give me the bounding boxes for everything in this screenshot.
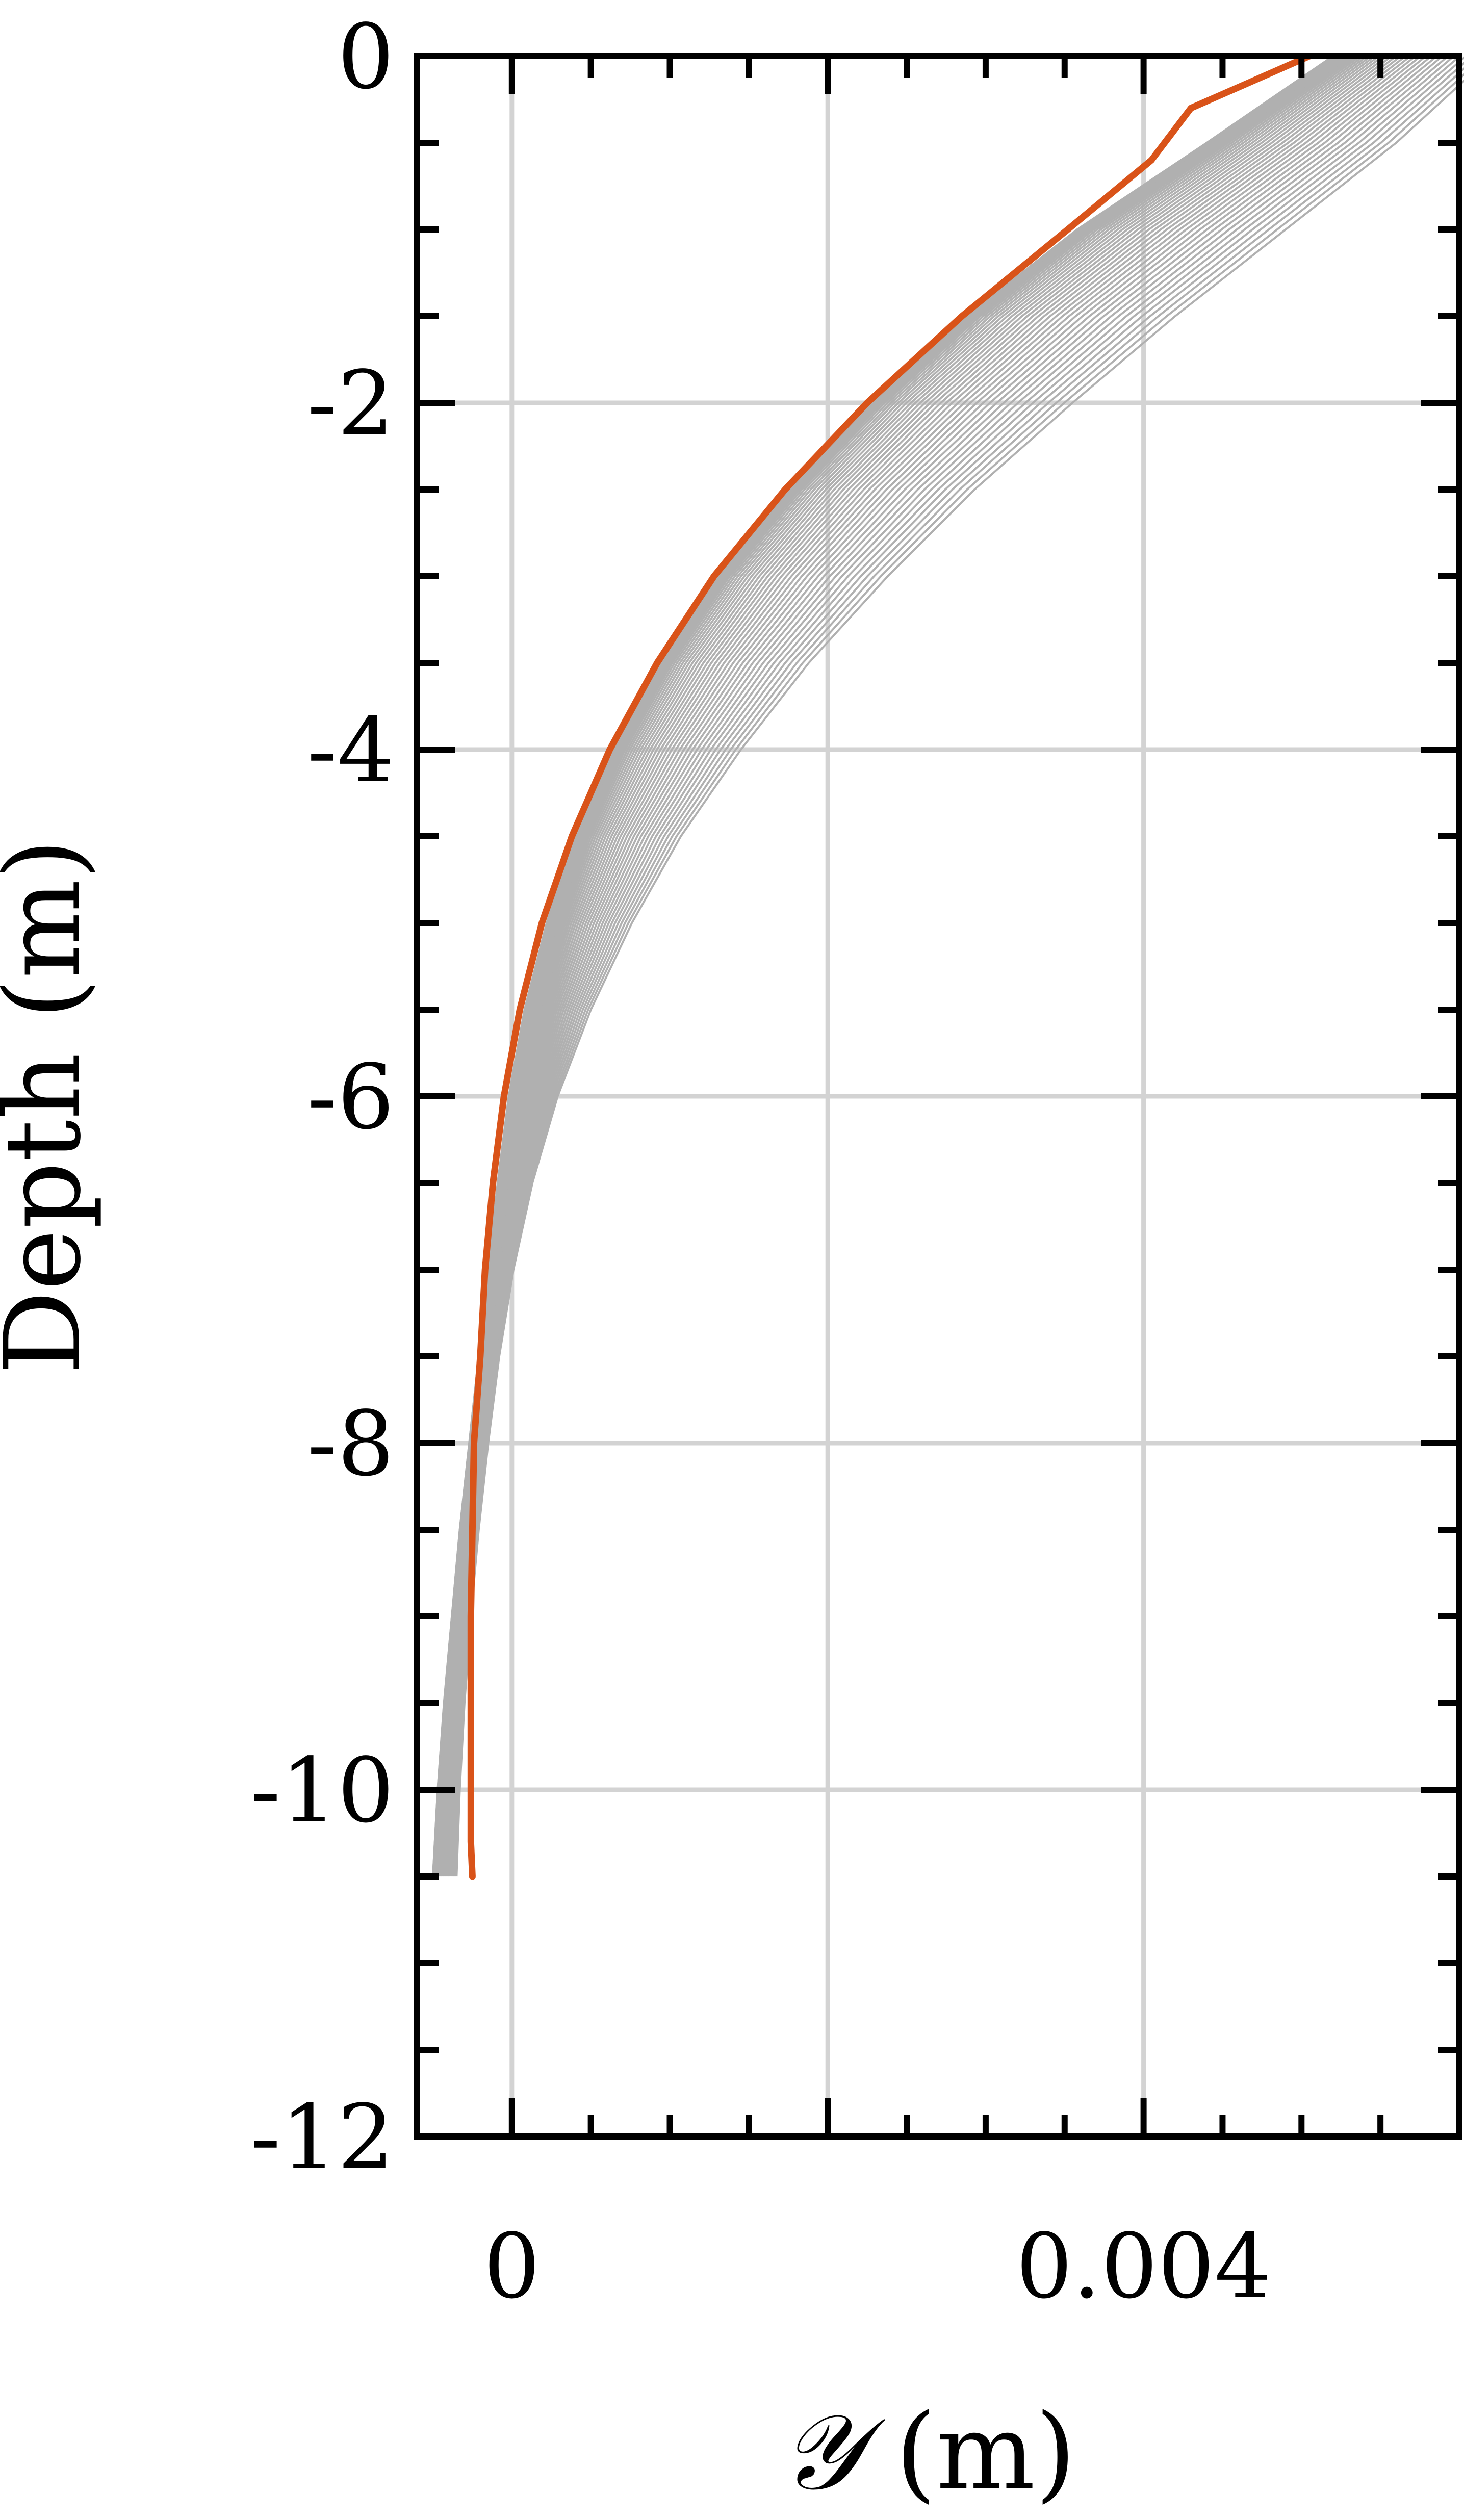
y-tick-label-6: -12: [250, 2086, 394, 2190]
x-axis-unit: (m): [862, 2392, 1076, 2513]
y-tick-label-0: 0: [338, 6, 394, 109]
y-tick-label-4: -8: [307, 1393, 394, 1496]
ensemble-curve-23: [442, 55, 1402, 1877]
ensemble-curve-27: [445, 55, 1422, 1877]
x-axis-title: 𝒴 (m): [780, 2392, 1076, 2513]
y-axis-title: Depth (m): [0, 839, 104, 1375]
ensemble-curve-25: [443, 55, 1411, 1877]
x-tick-label-0: 0: [483, 2215, 540, 2319]
ensemble-curve-14: [436, 55, 1365, 1877]
y-tick-label-3: -6: [307, 1046, 394, 1149]
tick-marks: [417, 53, 1462, 2140]
highlight-curve-layer: [467, 53, 1313, 1880]
highlight-curve: [467, 53, 1313, 1880]
ensemble-curve-21: [441, 55, 1393, 1877]
y-tick-label-5: -10: [250, 1739, 394, 1843]
tick-labels: 0 -2 -4 -6 -8 -10 -12 0 0.004: [250, 6, 1271, 2319]
x-tick-label-1: 0.004: [1016, 2215, 1271, 2319]
y-tick-label-1: -2: [307, 352, 394, 456]
grid-lines: [417, 56, 1462, 2137]
y-tick-label-2: -4: [307, 699, 394, 803]
ensemble-curve-29: [446, 55, 1432, 1877]
